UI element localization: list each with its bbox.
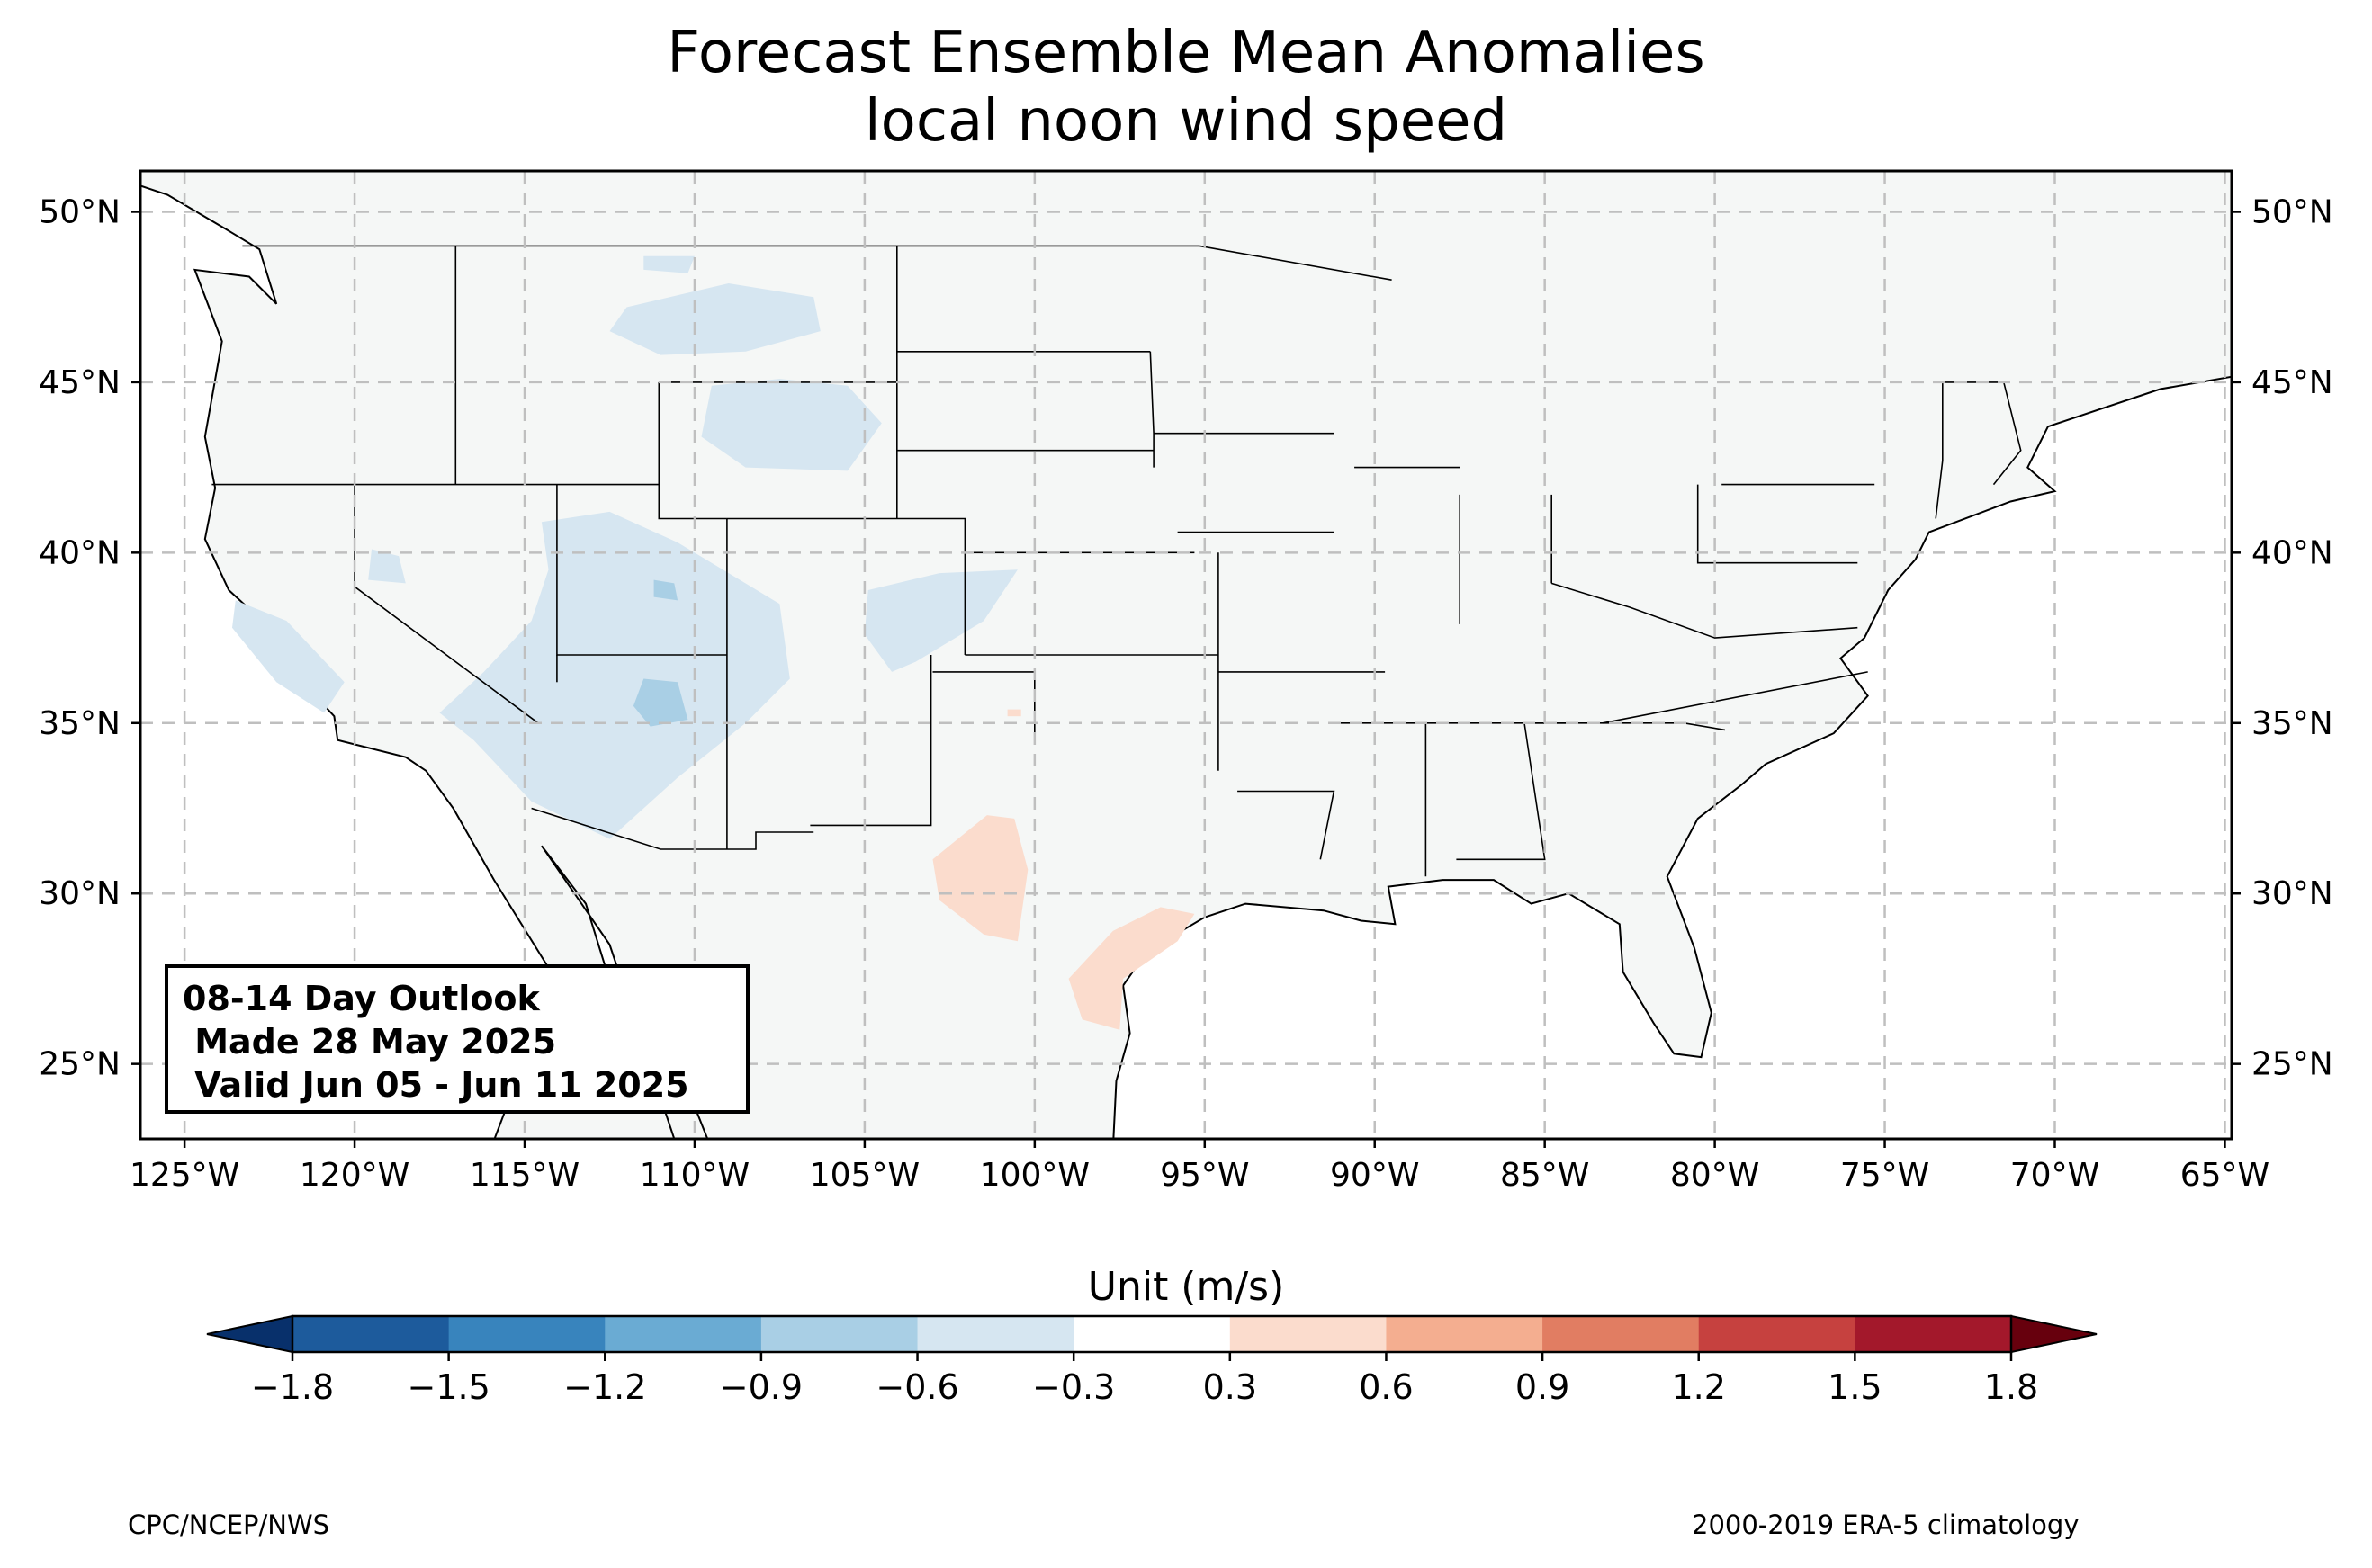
anomaly-region-8 [653, 579, 678, 601]
colorbar-tick-label-6: 0.3 [1203, 1367, 1257, 1407]
colorbar-tick-label-5: −0.3 [1032, 1367, 1115, 1407]
anomaly-region-3 [439, 511, 790, 839]
axis-ticks: 125°W 120°W 115°W 110°W 105°W 100°W 95°W 90°W 85… [39, 193, 2333, 1194]
title-line-1: Forecast Ensemble Mean Anomalies [667, 20, 1705, 86]
colorbar-segment-6 [1229, 1316, 1387, 1352]
tick-label-lat-right-4: 30°N [2251, 875, 2333, 912]
tick-label-lon-0: 125°W [130, 1157, 239, 1194]
colorbar-tick-label-10: 1.5 [1828, 1367, 1882, 1407]
boundary-line-29 [1237, 790, 1335, 860]
anomaly-region-2 [701, 379, 882, 471]
tick-label-lat-right-3: 35°N [2251, 705, 2333, 742]
tick-label-lon-12: 65°W [2180, 1157, 2269, 1194]
tick-label-lat-left-0: 50°N [39, 193, 121, 230]
colorbar-segment-2 [605, 1316, 762, 1352]
anomaly-layer [232, 255, 1195, 1030]
colorbar-tick-label-0: −1.8 [251, 1367, 334, 1407]
colorbar-segment-10 [1855, 1316, 2012, 1352]
tick-label-lon-1: 120°W [300, 1157, 409, 1194]
tick-label-lon-7: 90°W [1330, 1157, 1419, 1194]
colorbar-tick-label-8: 0.9 [1515, 1367, 1569, 1407]
colorbar-tick-label-11: 1.8 [1984, 1367, 2038, 1407]
tick-label-lat-left-3: 35°N [39, 705, 121, 742]
anomaly-region-0 [609, 283, 821, 355]
tick-label-lat-left-2: 40°N [39, 534, 121, 571]
tick-label-lat-right-2: 40°N [2251, 534, 2333, 571]
colorbar-segment-4 [917, 1316, 1074, 1352]
colorbar-segment-1 [448, 1316, 606, 1352]
boundary-line-35 [1550, 582, 1858, 639]
colorbar-extend-high [2010, 1314, 2098, 1354]
colorbar-frame [291, 1314, 2013, 1354]
anomaly-region-1 [643, 255, 695, 273]
boundary-line-13 [810, 655, 932, 827]
tick-label-lon-6: 95°W [1160, 1157, 1249, 1194]
colorbar-segment-7 [1386, 1316, 1543, 1352]
tick-label-lon-3: 110°W [640, 1157, 750, 1194]
tick-label-lon-5: 100°W [980, 1157, 1090, 1194]
tick-label-lon-10: 75°W [1840, 1157, 1929, 1194]
tick-label-lon-9: 80°W [1670, 1157, 1759, 1194]
colorbar: −1.8 −1.5 −1.2 −0.9 −0.6 −0.3 0.3 0.6 0.9 1.2 1.5 1… [206, 1314, 2098, 1407]
title-line-2: local noon wind speed [864, 88, 1508, 155]
anomaly-region-6 [864, 569, 1018, 672]
tick-label-lat-right-0: 50°N [2251, 193, 2333, 230]
colorbar-title: Unit (m/s) [1087, 1264, 1285, 1310]
anomaly-region-7 [633, 678, 688, 727]
map-content [140, 171, 2232, 1139]
boundary-line-12 [531, 807, 814, 850]
colorbar-segment-8 [1542, 1316, 1700, 1352]
anomaly-region-5 [368, 549, 406, 584]
colorbar-tick-label-7: 0.6 [1359, 1367, 1413, 1407]
boundary-line-33 [1602, 671, 1868, 724]
footer-source: CPC/NCEP/NWS [128, 1510, 330, 1540]
tick-label-lat-right-5: 25°N [2251, 1046, 2333, 1083]
tick-label-lat-left-4: 30°N [39, 875, 121, 912]
outlook-line-1: 08-14 Day Outlook [183, 979, 540, 1018]
anomaly-region-10 [1068, 907, 1195, 1030]
boundary-line-1 [1199, 245, 1392, 281]
tick-label-lat-left-5: 25°N [39, 1046, 121, 1083]
tick-label-lon-2: 115°W [470, 1157, 580, 1194]
colorbar-tick-label-2: −1.2 [563, 1367, 646, 1407]
boundary-line-37 [1935, 381, 1944, 519]
colorbar-segment-3 [760, 1316, 919, 1352]
colorbar-extend-low [206, 1314, 293, 1354]
footer-climatology: 2000-2019 ERA-5 climatology [1692, 1510, 2080, 1540]
map-frame [139, 169, 2233, 1141]
boundary-line-27 [1696, 484, 1858, 564]
tick-label-lon-11: 70°W [2010, 1157, 2099, 1194]
outlook-info-box: 08-14 Day Outlook Made 28 May 2025 Valid… [165, 964, 750, 1114]
colorbar-segment-9 [1698, 1316, 1855, 1352]
tick-label-lon-4: 105°W [810, 1157, 920, 1194]
tick-label-lat-left-1: 45°N [39, 364, 121, 401]
anomaly-region-9 [932, 815, 1029, 942]
boundary-line-31 [1456, 722, 1546, 861]
colorbar-tick-label-3: −0.9 [720, 1367, 803, 1407]
anomaly-region-11 [1007, 709, 1021, 717]
tick-label-lat-right-1: 45°N [2251, 364, 2333, 401]
outlook-line-2: Made 28 May 2025 [183, 1022, 557, 1062]
outlook-line-3: Valid Jun 05 - Jun 11 2025 [183, 1065, 689, 1105]
tick-label-lon-8: 85°W [1500, 1157, 1589, 1194]
anomaly-region-4 [232, 600, 345, 713]
boundary-line-7 [658, 381, 727, 520]
boundary-line-10 [726, 517, 966, 655]
colorbar-segment-5 [1074, 1316, 1231, 1352]
colorbar-segment-0 [292, 1316, 450, 1352]
colorbar-tick-label-4: −0.6 [876, 1367, 958, 1407]
colorbar-tick-label-1: −1.5 [407, 1367, 490, 1407]
boundary-line-36 [1936, 381, 2022, 486]
colorbar-tick-label-9: 1.2 [1672, 1367, 1726, 1407]
